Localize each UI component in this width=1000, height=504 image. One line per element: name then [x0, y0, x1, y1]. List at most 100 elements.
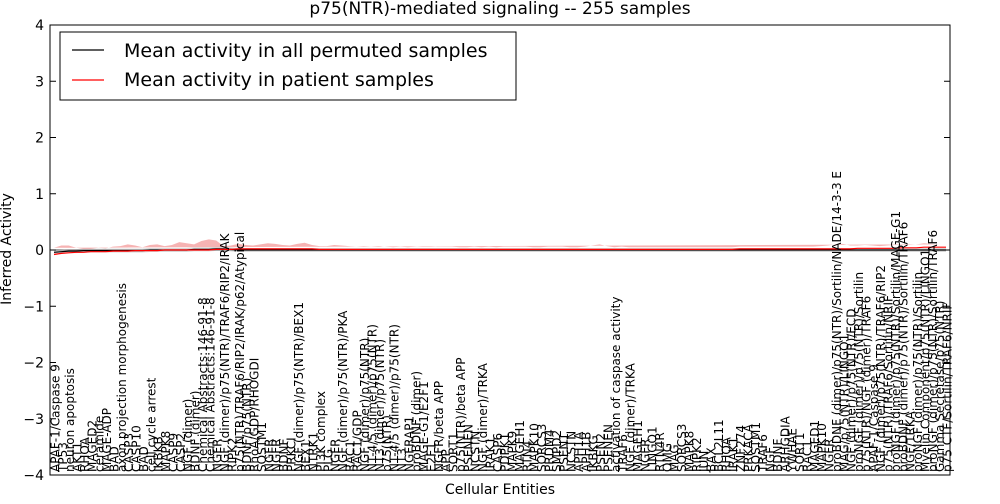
- x-tick-label: APH1A: [572, 431, 586, 472]
- x-tick-label: IRAK1: [483, 437, 497, 472]
- x-tick-label: NT3: [395, 448, 409, 472]
- x-tick-label: CASP3: [122, 433, 136, 472]
- x-tick-label: PSENEN: [461, 424, 475, 472]
- x-tick-label: NGF (dimer)/p75(NTR)/BEX1: [292, 302, 306, 472]
- x-tick-label: NCSTN: [469, 431, 483, 472]
- legend: Mean activity in all permuted samples Me…: [59, 31, 517, 101]
- x-tick-label: PDPK1: [498, 433, 512, 472]
- y-tick-label: −4: [23, 468, 44, 484]
- x-tick-label: JUN: [697, 451, 711, 473]
- x-tick-label: YWHAE: [786, 428, 800, 473]
- x-tick-label: proNGF (dimer)/p75(NTR)/Sortilin: [852, 272, 866, 472]
- x-tick-label: SORCS3: [535, 424, 549, 472]
- x-tick-label: proNGF (dimer)/p75(NTR)/Sortilin: [911, 272, 925, 472]
- x-tick-label: CASP9: [167, 433, 181, 472]
- x-tick-label: NGF (dimer): [181, 399, 195, 472]
- x-tick-label: BDNF: [277, 439, 291, 472]
- x-tick-label: MAPK8: [683, 431, 697, 472]
- x-tick-label: MAPK9: [506, 431, 520, 472]
- legend-label-patient: Mean activity in patient samples: [124, 69, 434, 91]
- x-tick-label: IKBKB: [152, 436, 166, 472]
- x-tick-label: RTN4: [520, 441, 534, 472]
- x-tick-label: Myelin Component/p75(NTR)/LINGO1: [918, 249, 932, 472]
- x-tick-label: RTN4R: [653, 432, 667, 472]
- x-tick-label: TRAF6: [616, 434, 630, 473]
- x-tick-label: NGFR: [211, 438, 225, 472]
- x-tick-label: NGFR: [823, 438, 837, 472]
- x-tick-label: PRKACA: [742, 423, 756, 472]
- x-tick-label: MAGED1: [808, 420, 822, 472]
- y-tick-label: −2: [23, 356, 44, 372]
- x-tick-label: BDNF/p75(NTR): [240, 378, 254, 472]
- x-tick-label: RAC1: [343, 440, 357, 472]
- x-tick-label: PSEN1: [557, 433, 571, 472]
- x-tick-label: proBDNF (dimer)/p75(NTR)/Sortilin/TRAF6: [896, 222, 910, 472]
- x-tick-label: ceramide: [93, 416, 107, 472]
- x-tick-label: CASP6: [491, 433, 505, 472]
- axes: −4 −3 −2 −1 0 1 2 3 4: [23, 18, 951, 484]
- x-tick-label: activation of caspase activity: [609, 297, 623, 472]
- x-tick-label: SORCS3: [675, 424, 689, 472]
- x-tick-label: MAPK10: [528, 423, 542, 472]
- x-tick-label: NGF (dimer)/p75(NTR)/TRAF6/RIP2: [874, 265, 888, 472]
- x-tick-label: MAGEH1: [513, 420, 527, 472]
- x-tick-label: NGF: [764, 447, 778, 472]
- x-tick-label: MAGE-ADP: [100, 408, 114, 472]
- x-tick-label: APAF-1/Caspase 9: [49, 364, 63, 472]
- x-tick-label: NGFR: [270, 438, 284, 472]
- x-tick-label: ARHGDIA: [778, 415, 792, 472]
- x-tick-label: Chemical Abstracts:146-91-8: [203, 297, 217, 472]
- x-tick-label: NCSTN: [565, 431, 579, 472]
- x-tick-label: p75 CTF/Sortilin/TRAF6/NRIF: [941, 303, 955, 472]
- x-tick-label: NT3 (dimer)/p75(NTR): [373, 339, 387, 472]
- y-tick-label: 2: [35, 131, 44, 147]
- x-tick-label: NGFRAP1: [402, 416, 416, 472]
- x-tick-label: E2F1: [425, 442, 439, 472]
- y-tick-label: −3: [23, 412, 44, 428]
- x-tick-label: CASP2: [174, 433, 188, 472]
- x-tick-label: RAC1: [800, 440, 814, 472]
- x-tick-label: MAGED2: [85, 420, 99, 472]
- x-tick-label: APAF-1/Caspase 9: [867, 364, 881, 472]
- x-tick-label: NGF (dimer)/p75(NTR): [358, 338, 372, 472]
- x-tick-label: IRAK1: [727, 437, 741, 472]
- x-tick-label: RIPK2: [690, 437, 704, 472]
- x-tick-label: NT-4/5 (dimer)/p75(NTR): [388, 324, 402, 472]
- y-axis-label: Inferred Activity: [0, 193, 15, 305]
- x-tick-label: PI3K complex: [314, 391, 328, 472]
- x-tick-label: BDNF (dimer): [189, 391, 203, 473]
- x-tick-label: NGFR: [329, 438, 343, 472]
- x-tick-label: proBDNF (dimer): [410, 371, 424, 472]
- x-tick-label: MAPK8: [159, 431, 173, 472]
- x-tick-label: p75(NTR)/beta APP: [454, 358, 468, 473]
- x-tick-label: NTRK1: [307, 432, 321, 472]
- y-tick-label: 1: [35, 187, 44, 203]
- x-tick-label: PSENEN: [601, 424, 615, 472]
- x-tick-label: BEX1: [299, 440, 313, 472]
- x-tick-label: AKT1: [71, 442, 85, 472]
- x-tick-label: TP53: [56, 442, 70, 473]
- x-tick-label: PRDM4: [542, 429, 556, 472]
- x-tick-label: RAC1/GDP: [351, 410, 365, 472]
- x-tick-label: MAGE-G1/E2F1: [417, 381, 431, 472]
- x-tick-label: p75(NTR)/NGF (dimer)/TRAF6: [859, 296, 873, 472]
- x-tick-label: MAG: [668, 444, 682, 472]
- patient-confidence-band: [54, 239, 939, 249]
- y-tick-label: 4: [35, 18, 44, 34]
- x-tick-label: APH1B: [579, 432, 593, 472]
- x-tick-label: LINGO1: [646, 426, 660, 472]
- x-tick-label: IKBKG: [587, 435, 601, 472]
- x-tick-label: NT-4/5 (dimer)/p75(NTR): [366, 324, 380, 472]
- x-tick-label: SORT1: [447, 433, 461, 473]
- x-tick-label: p75(NTR)/TRAF6/RIP2/IRAK/p62/Atypical: [233, 232, 247, 472]
- x-tick-label: SQSTM1: [749, 422, 763, 472]
- x-tick-label: neuron apoptosis: [63, 368, 77, 472]
- x-tick-label: MAGEH1: [631, 420, 645, 472]
- y-tick-label: 3: [35, 74, 44, 90]
- x-tick-label: PSEN2: [594, 433, 608, 472]
- x-tick-label: NGF (dimer)/p75(NTR)/TRAF6/RIP2/IRAK: [218, 232, 232, 472]
- y-tick-label: 0: [35, 243, 44, 259]
- x-tick-label: PLG: [321, 449, 335, 472]
- x-axis-label: Cellular Entities: [445, 482, 555, 498]
